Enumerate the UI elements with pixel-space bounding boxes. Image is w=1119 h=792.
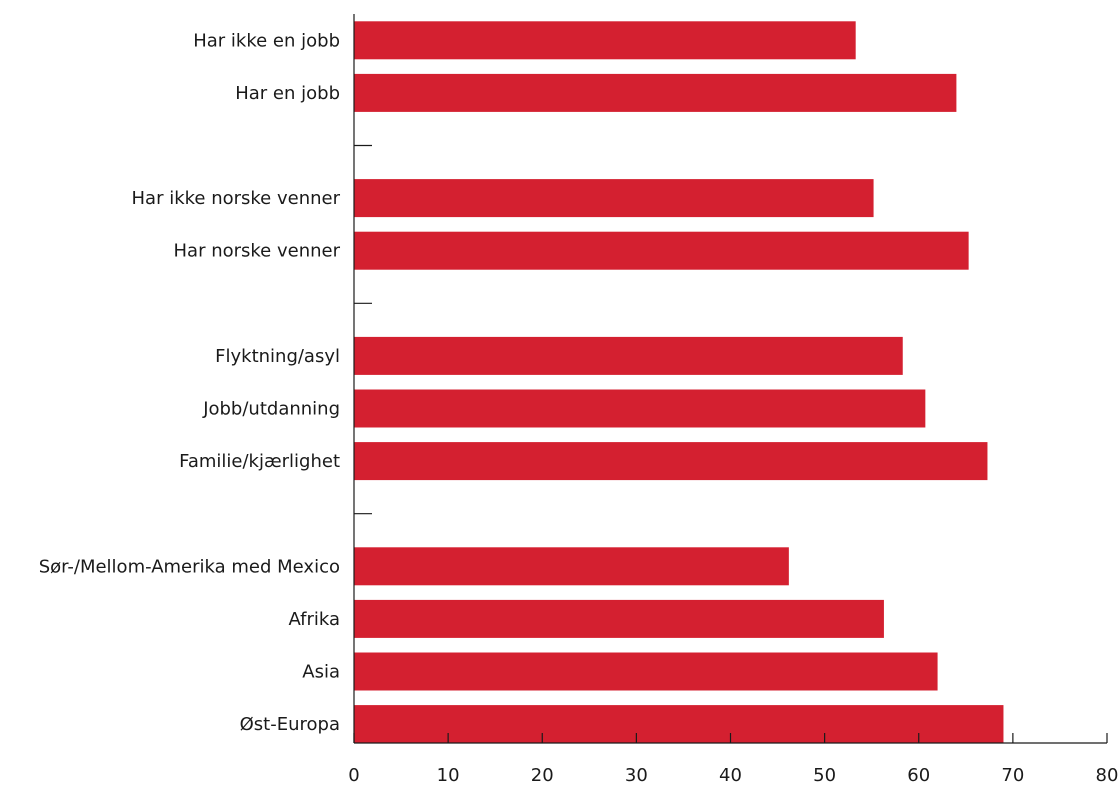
category-labels: Har ikke en jobb Har en jobb Har ikke nors… <box>39 30 341 735</box>
x-tick-label: 60 <box>907 765 930 786</box>
x-tick-label: 10 <box>437 765 460 786</box>
category-label: Sør-/Mellom-Amerika med Mexico <box>39 556 340 577</box>
x-tick-label: 40 <box>719 765 742 786</box>
bar-har-ikke-norske-venner <box>354 179 874 218</box>
x-tick-label: 80 <box>1096 765 1119 786</box>
axes: 0 10 20 30 40 50 60 70 80 <box>348 14 1118 786</box>
x-tick-label: 20 <box>531 765 554 786</box>
bar-asia <box>354 652 938 691</box>
category-label: Familie/kjærlighet <box>179 451 340 472</box>
category-label: Øst-Europa <box>240 714 340 735</box>
x-tick-label: 50 <box>813 765 836 786</box>
bar-har-ikke-en-jobb <box>354 21 856 60</box>
x-tick-label: 0 <box>348 765 359 786</box>
bar-flyktning-asyl <box>354 336 903 375</box>
category-label: Flyktning/asyl <box>215 346 340 367</box>
category-label: Asia <box>302 662 340 683</box>
bar-har-norske-venner <box>354 231 969 270</box>
bar-afrika <box>354 599 884 638</box>
x-tick-label: 30 <box>625 765 648 786</box>
category-label: Jobb/utdanning <box>202 399 340 420</box>
bar-familie-kjærlighet <box>354 442 988 481</box>
x-tick-label: 70 <box>1001 765 1024 786</box>
bar-har-en-jobb <box>354 73 957 112</box>
bar-øst-europa <box>354 705 1004 744</box>
category-label: Har ikke en jobb <box>193 30 340 51</box>
category-label: Afrika <box>288 609 340 630</box>
category-label: Har ikke norske venner <box>132 188 341 209</box>
category-label: Har en jobb <box>235 83 340 104</box>
bar-jobb-utdanning <box>354 389 926 428</box>
bar-sør-mellom-amerika-med-mexico <box>354 547 789 586</box>
category-label: Har norske venner <box>174 241 341 262</box>
bars-layer <box>354 21 1004 744</box>
